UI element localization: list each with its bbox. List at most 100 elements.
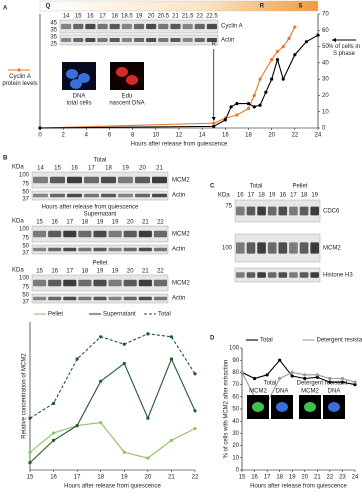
band xyxy=(97,23,108,30)
band xyxy=(257,206,266,216)
lane-label: 14 xyxy=(63,14,70,20)
band xyxy=(118,176,133,184)
x-tick-label: 10 xyxy=(152,133,159,139)
point xyxy=(51,401,56,405)
band xyxy=(278,272,288,278)
lane-label: 19 xyxy=(311,193,318,199)
band xyxy=(108,230,122,238)
band xyxy=(133,38,145,42)
band-label: MCM2 xyxy=(323,246,341,252)
kda-label: 25 xyxy=(50,42,57,48)
point xyxy=(293,53,297,57)
image-caption: DNA xyxy=(73,94,86,100)
kda-label: 75 xyxy=(22,285,29,291)
phase-label: R xyxy=(260,4,265,10)
band xyxy=(289,206,298,216)
band xyxy=(310,206,319,216)
blot xyxy=(31,171,169,189)
point xyxy=(28,450,32,454)
band xyxy=(153,279,167,287)
x-tick-label: 0 xyxy=(38,133,42,139)
band xyxy=(63,247,77,252)
point xyxy=(353,383,357,387)
point xyxy=(270,77,274,81)
point xyxy=(353,380,357,384)
point xyxy=(287,36,291,41)
band xyxy=(170,38,181,42)
point xyxy=(122,342,126,346)
kda-label: 75 xyxy=(225,204,232,210)
band xyxy=(85,38,96,42)
y-tick-label: 60 xyxy=(232,394,239,400)
band-label: Actin xyxy=(221,38,234,44)
point xyxy=(99,335,103,339)
point xyxy=(146,332,150,336)
kda-label: 50 xyxy=(22,190,29,196)
y-tick-label: 30 xyxy=(232,431,239,437)
lane-label: 19 xyxy=(136,14,143,20)
lane-label: 17 xyxy=(248,193,255,199)
kda-label: KDa xyxy=(218,193,230,199)
band xyxy=(108,279,122,287)
kda-label: 50 xyxy=(22,244,29,250)
band xyxy=(267,242,277,254)
band xyxy=(78,296,92,301)
point xyxy=(293,25,297,29)
band xyxy=(206,23,217,30)
lane-label: 18 xyxy=(105,166,112,172)
lane-label: 22 xyxy=(196,14,203,20)
band xyxy=(84,193,99,198)
band xyxy=(78,279,92,287)
lane-label: 16 xyxy=(237,193,244,199)
lane-label: 20 xyxy=(148,14,155,20)
x-tick-label: 18 xyxy=(97,475,104,481)
series-line xyxy=(39,26,296,129)
kda-label: 35 xyxy=(50,35,57,41)
point xyxy=(28,416,32,420)
kda-label: 35 xyxy=(50,28,57,34)
phase-label: Q xyxy=(46,4,51,10)
lane-label: 18.5 xyxy=(121,14,133,20)
point xyxy=(75,424,79,428)
band-label: MCM2 xyxy=(172,178,190,184)
legend-label: Pellet xyxy=(48,312,63,318)
y-axis-label: % of cells with MCM2 after extraction xyxy=(224,360,230,459)
band xyxy=(289,272,298,278)
band xyxy=(121,23,132,30)
band xyxy=(67,176,82,184)
lane-label: 15 xyxy=(36,220,43,226)
lane-label: 18 xyxy=(258,193,265,199)
band xyxy=(299,272,309,278)
point xyxy=(246,106,251,111)
band xyxy=(118,193,133,198)
band xyxy=(73,38,84,42)
blot-title: Total xyxy=(94,158,107,164)
legend-swatch xyxy=(17,68,21,72)
x-tick-label: 20 xyxy=(145,475,152,481)
band xyxy=(93,247,107,252)
nucleus xyxy=(70,79,82,89)
band xyxy=(93,230,107,238)
kda-label: 75 xyxy=(22,236,29,242)
band xyxy=(194,38,205,42)
x-tick-label: 18 xyxy=(245,133,252,139)
kda-label: KDa xyxy=(12,219,24,225)
point xyxy=(223,118,227,122)
band xyxy=(138,230,152,238)
kda-label: KDa xyxy=(12,165,24,171)
y-axis-label: Relative concentration of MCM2 xyxy=(22,353,28,439)
point xyxy=(303,373,307,377)
kda-label: 50 xyxy=(22,293,29,299)
band xyxy=(138,279,152,287)
band-label: MCM2 xyxy=(172,232,190,238)
band xyxy=(101,193,116,198)
lane-label: 20.5 xyxy=(157,14,169,20)
lane-label: 14 xyxy=(37,166,44,172)
blot xyxy=(234,267,321,283)
lane-label: 18 xyxy=(82,220,89,226)
band-label: Histone H3 xyxy=(323,273,353,279)
band xyxy=(158,38,169,42)
lane-label: 20 xyxy=(127,269,134,275)
point xyxy=(240,370,244,374)
